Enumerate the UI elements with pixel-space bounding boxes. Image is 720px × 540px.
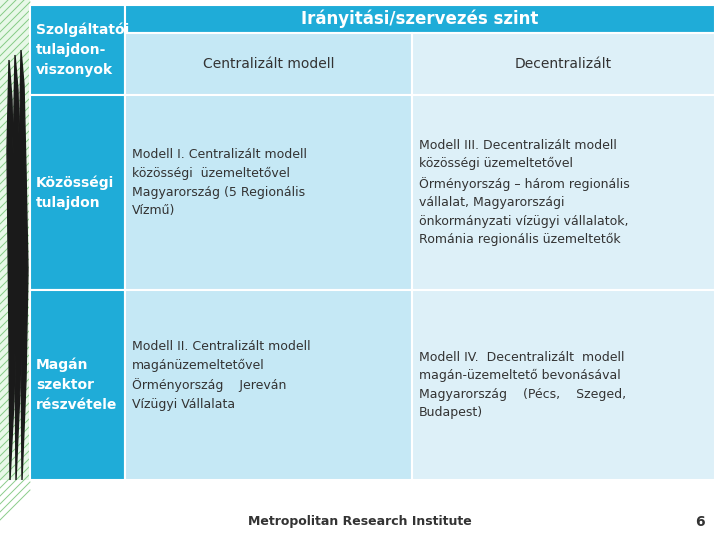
Bar: [30, 95, 125, 290]
Polygon shape: [13, 55, 22, 480]
Bar: [125, 5, 715, 33]
Text: 6: 6: [696, 515, 705, 529]
Bar: [30, 5, 125, 95]
Bar: [30, 290, 125, 480]
Text: Decentralizált: Decentralizált: [515, 57, 612, 71]
Bar: [125, 33, 412, 95]
Bar: [412, 33, 715, 95]
Polygon shape: [19, 50, 28, 480]
Text: Modell II. Centralizált modell
magánüzemeltetővel
Örményország    Jereván
Vízügy: Modell II. Centralizált modell magánüzem…: [132, 340, 310, 410]
Text: Modell III. Decentralizált modell
közösségi üzemeltetővel
Örményország – három r: Modell III. Decentralizált modell közöss…: [419, 139, 630, 246]
Text: Metropolitan Research Institute: Metropolitan Research Institute: [248, 516, 472, 529]
Bar: [125, 95, 412, 290]
Bar: [412, 290, 715, 480]
Text: Közösségi
tulajdon: Közösségi tulajdon: [36, 175, 114, 210]
Bar: [0, 0, 30, 480]
Bar: [412, 95, 715, 290]
Text: Modell I. Centralizált modell
közösségi  üzemeltetővel
Magyarország (5 Regionáli: Modell I. Centralizált modell közösségi …: [132, 148, 307, 217]
Text: Centralizált modell: Centralizált modell: [203, 57, 334, 71]
Text: Magán
szektor
részvétele: Magán szektor részvétele: [36, 357, 117, 413]
Text: Modell IV.  Decentralizált  modell
magán-üzemeltető bevonásával
Magyarország    : Modell IV. Decentralizált modell magán-ü…: [419, 350, 626, 420]
Polygon shape: [7, 60, 16, 480]
Text: Szolgáltatói
tulajdon-
viszonyok: Szolgáltatói tulajdon- viszonyok: [36, 23, 130, 77]
Bar: [125, 290, 412, 480]
Text: Irányitási/szervezés szint: Irányitási/szervezés szint: [301, 10, 539, 28]
